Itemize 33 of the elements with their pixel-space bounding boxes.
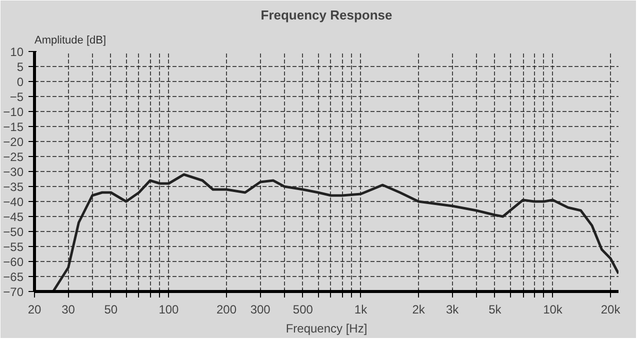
y-tick-label: −65 bbox=[3, 270, 24, 284]
y-axis-title: Amplitude [dB] bbox=[34, 34, 106, 46]
y-tick-label: 5 bbox=[16, 60, 24, 74]
x-axis-title: Frequency [Hz] bbox=[286, 322, 368, 336]
x-tick-label: 50 bbox=[104, 302, 118, 316]
y-tick-label: −10 bbox=[3, 105, 24, 119]
chart-title: Frequency Response bbox=[260, 8, 392, 22]
x-tick-label: 100 bbox=[158, 302, 180, 316]
x-tick-label: 200 bbox=[216, 302, 237, 316]
x-tick-label: 1k bbox=[354, 302, 368, 316]
y-tick-label: −70 bbox=[3, 285, 24, 299]
y-tick-label: −30 bbox=[3, 165, 24, 179]
y-tick-label: −55 bbox=[3, 240, 24, 254]
x-tick-label: 300 bbox=[250, 302, 271, 316]
x-tick-label: 5k bbox=[488, 302, 502, 316]
y-tick-label: −50 bbox=[3, 225, 24, 239]
x-tick-label: 500 bbox=[292, 302, 314, 316]
y-tick-label: −45 bbox=[3, 210, 24, 224]
y-tick-label: −40 bbox=[3, 195, 24, 209]
x-tick-label: 20k bbox=[600, 302, 622, 316]
x-tick-label: 10k bbox=[543, 302, 564, 316]
y-tick-label: −35 bbox=[3, 180, 24, 194]
y-tick-label: −20 bbox=[3, 135, 24, 149]
x-tick-label: 3k bbox=[446, 302, 460, 316]
y-tick-label: −15 bbox=[3, 120, 24, 134]
y-tick-label: 10 bbox=[10, 45, 24, 59]
y-tick-label: 0 bbox=[16, 75, 24, 89]
x-tick-label: 30 bbox=[62, 302, 76, 316]
x-tick-label: 2k bbox=[412, 302, 426, 316]
x-tick-label: 20 bbox=[28, 302, 42, 316]
y-tick-label: −25 bbox=[3, 150, 24, 164]
y-tick-label: −60 bbox=[3, 255, 24, 269]
y-tick-label: −5 bbox=[10, 90, 24, 104]
